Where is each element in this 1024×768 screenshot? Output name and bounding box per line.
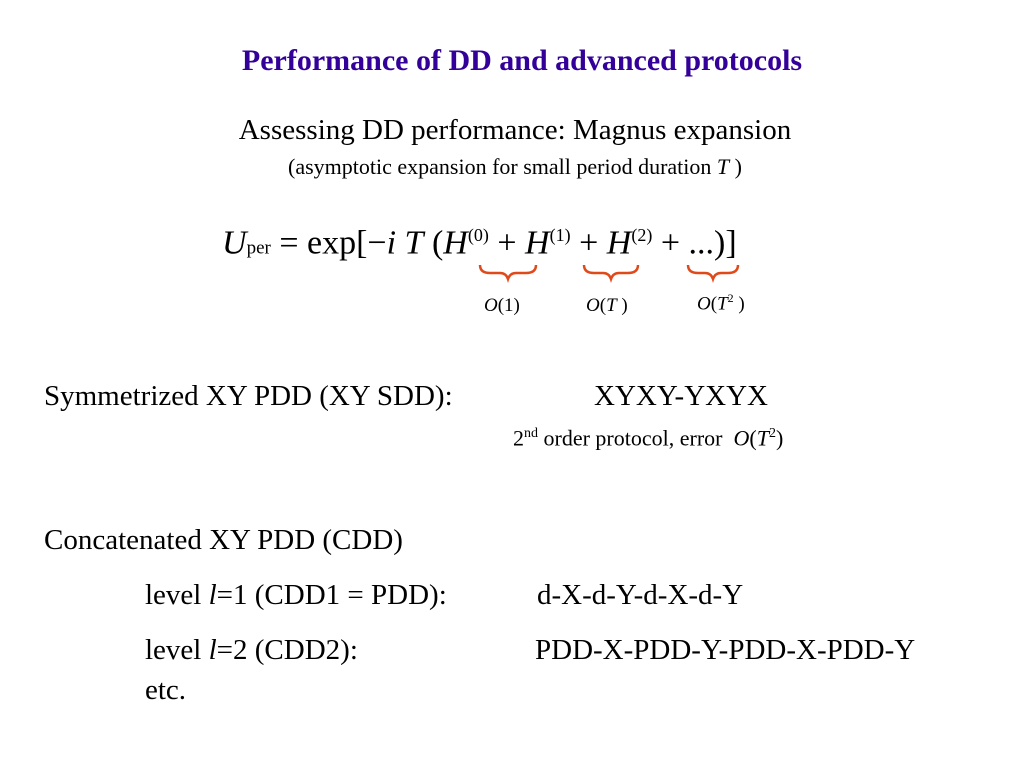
brace [582, 264, 640, 283]
formula-symbol: H [443, 224, 468, 262]
formula-sup: (1) [549, 225, 571, 245]
formula-sub: per [246, 237, 271, 259]
formula-op: = exp[− [279, 224, 387, 262]
remark-symbol: T [756, 425, 769, 451]
note-var: T [716, 154, 730, 179]
order-symbol: O [586, 295, 600, 316]
note: (asymptotic expansion for small period d… [0, 156, 1024, 178]
note-text: (asymptotic expansion for small period d… [288, 154, 717, 179]
title: Performance of DD and advanced protocols [241, 44, 803, 77]
cdd-level: level l=1 (CDD1 = PDD): [145, 581, 447, 610]
remark-sup: nd [524, 426, 538, 441]
order-text: ( [599, 295, 607, 316]
cdd-level: level l=2 (CDD2): [145, 636, 358, 665]
formula-symbol: i [386, 224, 397, 262]
cdd-heading: Concatenated XY PDD (CDD) [44, 524, 403, 556]
sdd-remark: 2nd order protocol, error O(T2) [513, 427, 783, 449]
level-symbol: l [208, 634, 217, 666]
brace [686, 264, 740, 283]
order-symbol: O [697, 293, 711, 315]
order-symbol: T [717, 293, 728, 315]
remark-text: ) [775, 425, 784, 451]
order-symbol: T [606, 295, 617, 316]
sdd-label: Symmetrized XY PDD (XY SDD): [44, 380, 453, 412]
level-text: =1 (CDD1 = PDD): [216, 579, 447, 611]
order-text: ( [710, 293, 718, 315]
remark-symbol: O [733, 425, 750, 451]
order-sup: 2 [727, 291, 734, 305]
sdd-sequence: XYXY-YXYX [594, 380, 768, 412]
formula: Uper = exp[−i T (H(0) + H(1) + H(2) + ..… [222, 226, 737, 260]
formula-symbol: H [525, 224, 550, 262]
cdd-sequence: PDD-X-PDD-Y-PDD-X-PDD-Y [535, 634, 916, 666]
formula-sup: (2) [631, 225, 653, 245]
formula-op: + [497, 224, 517, 262]
remark-text: order protocol, error [538, 425, 728, 451]
formula-symbol: T [404, 224, 424, 262]
note-text: ) [729, 154, 742, 179]
order-symbol: O [484, 295, 498, 316]
subtitle: Assessing DD performance: Magnus expansi… [238, 114, 792, 146]
formula-op: + [579, 224, 599, 262]
order-text: ) [733, 293, 745, 315]
order-text: (1) [497, 295, 520, 316]
remark-sup: 2 [768, 426, 776, 441]
formula-op: ( [431, 224, 444, 262]
order-text: ) [616, 295, 628, 316]
formula-sup: (0) [467, 225, 489, 245]
order: O(1) [484, 296, 520, 315]
formula-op: + ...)] [660, 224, 737, 262]
remark-text: ( [749, 425, 757, 451]
level-symbol: l [208, 579, 217, 611]
remark-text: 2 [513, 425, 524, 451]
cdd-etc: etc. [145, 674, 187, 706]
cdd-sequence: d-X-d-Y-d-X-d-Y [537, 579, 744, 611]
level-text: level [145, 579, 209, 611]
brace [478, 264, 538, 283]
level-text: level [145, 634, 209, 666]
order: O(T2 ) [697, 292, 745, 313]
level-text: =2 (CDD2): [216, 634, 358, 666]
formula-symbol: H [606, 224, 632, 262]
formula-symbol: U [222, 224, 247, 262]
order: O(T ) [586, 296, 628, 315]
